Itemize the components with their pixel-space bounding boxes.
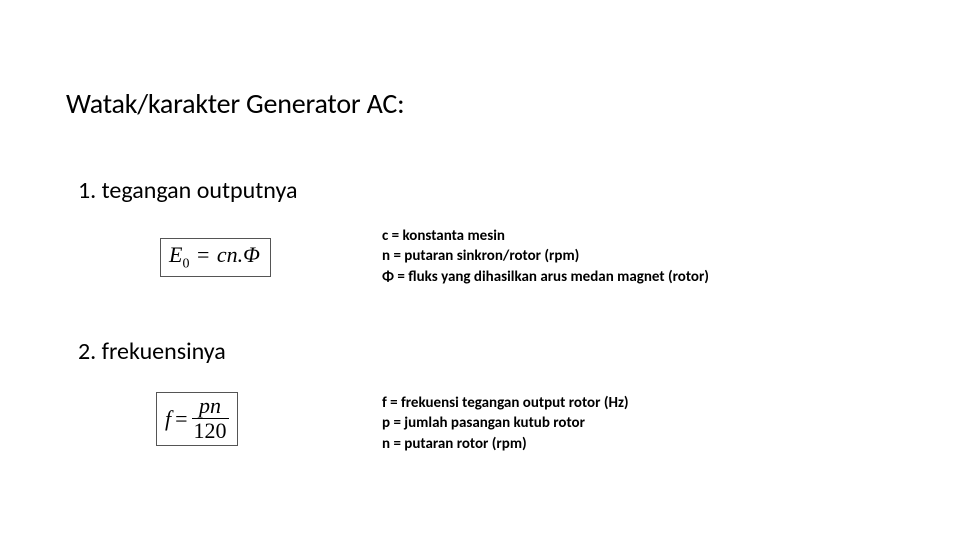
equals-sign-2: =	[175, 408, 191, 430]
page-title: Watak/karakter Generator AC:	[66, 86, 404, 121]
formula2-lhs: f	[165, 408, 175, 430]
formula-1-box: E0 = cn.Φ	[160, 238, 271, 277]
fraction-numerator: pn	[197, 395, 223, 418]
formula-2-box: f = pn 120	[156, 392, 238, 446]
formula1-rhs: cn.Φ	[217, 242, 260, 267]
def-f: f = frekuensi tegangan output rotor (Hz)	[382, 393, 629, 413]
def-phi: Φ = fluks yang dihasilkan arus medan mag…	[382, 267, 709, 287]
fraction-denominator: 120	[192, 418, 229, 442]
def-c: c = konstanta mesin	[382, 226, 709, 246]
def-p: p = jumlah pasangan kutub rotor	[382, 413, 629, 433]
item-1-label: 1. tegangan outputnya	[78, 176, 297, 205]
def-n1: n = putaran sinkron/rotor (rpm)	[382, 246, 709, 266]
fraction: pn 120	[192, 395, 229, 442]
definitions-1: c = konstanta mesin n = putaran sinkron/…	[382, 226, 709, 287]
equals-sign: =	[195, 242, 211, 267]
definitions-2: f = frekuensi tegangan output rotor (Hz)…	[382, 393, 629, 454]
formula1-lhs-sub: 0	[182, 256, 189, 271]
slide: Watak/karakter Generator AC: 1. tegangan…	[0, 0, 960, 540]
formula1-lhs-var: E	[169, 242, 182, 267]
item-2-label: 2. frekuensinya	[78, 337, 226, 366]
def-n2: n = putaran rotor (rpm)	[382, 434, 629, 454]
